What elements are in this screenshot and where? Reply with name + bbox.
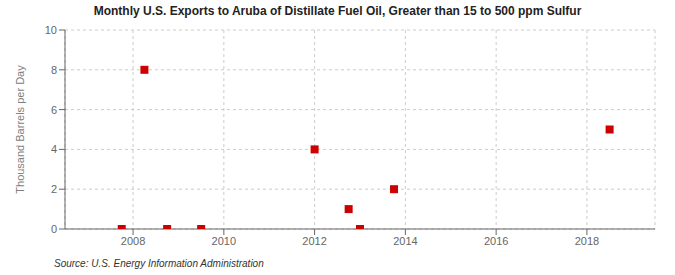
svg-text:4: 4 — [51, 143, 57, 155]
svg-text:2018: 2018 — [575, 235, 599, 247]
svg-text:2: 2 — [51, 183, 57, 195]
html-text:Monthly U.S. Exports to Aruba: Monthly U.S. Exports to Aruba of Distill… — [93, 4, 582, 18]
svg-text:10: 10 — [45, 24, 57, 36]
svg-text:2012: 2012 — [302, 235, 326, 247]
html-text:Source: U.S. Energy Informatio: Source: U.S. Energy Information Administ… — [54, 258, 264, 269]
svg-text:2016: 2016 — [484, 235, 508, 247]
svg-text:2014: 2014 — [393, 235, 417, 247]
svg-text:8: 8 — [51, 64, 57, 76]
svg-text:2008: 2008 — [121, 235, 145, 247]
svg-text:Thousand Barrels per Day: Thousand Barrels per Day — [14, 65, 26, 194]
svg-text:6: 6 — [51, 104, 57, 116]
svg-text:0: 0 — [51, 223, 57, 235]
svg-text:2010: 2010 — [212, 235, 236, 247]
